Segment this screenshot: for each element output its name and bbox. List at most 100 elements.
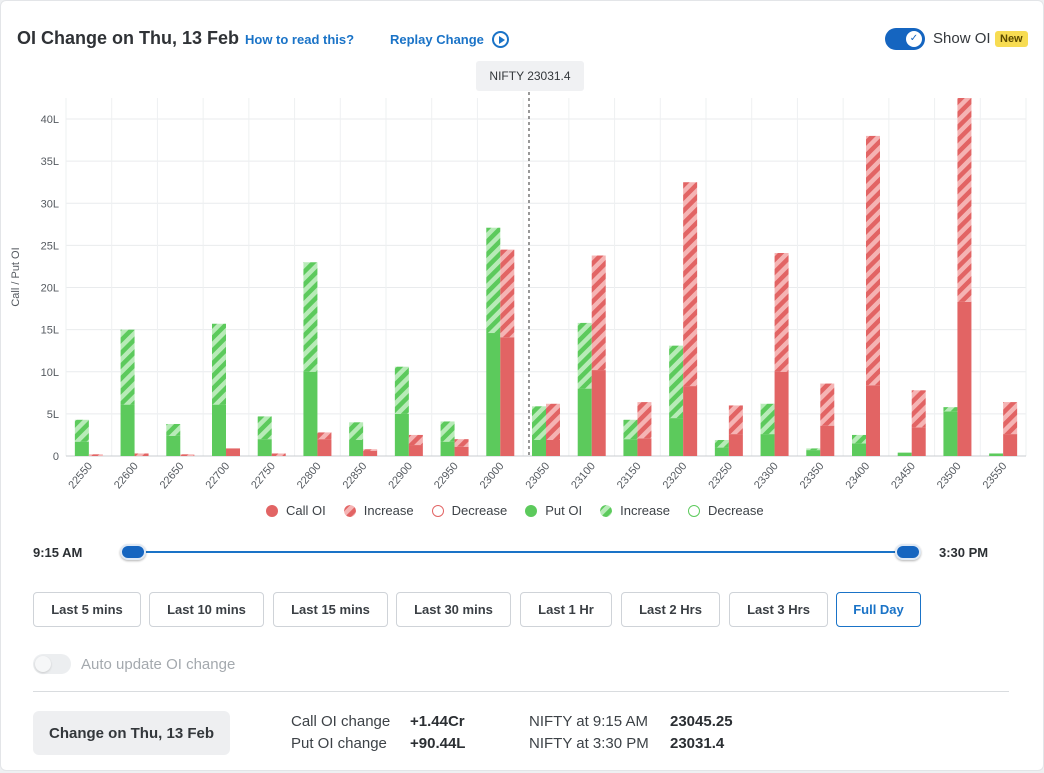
x-tick-label: 22550: [66, 460, 95, 491]
y-tick-label: 35L: [41, 156, 59, 168]
auto-update-label: Auto update OI change: [81, 656, 236, 673]
legend-label: Call OI: [286, 503, 326, 518]
y-tick-label: 30L: [41, 198, 59, 210]
call-increase-bar: [134, 453, 149, 456]
put-increase-bar: [486, 227, 501, 334]
x-tick-label: 23350: [798, 460, 827, 491]
put-oi-bar: [852, 443, 866, 456]
call-oi-bar: [591, 370, 606, 456]
put-oi-bar: [897, 452, 912, 456]
put-increase-bar: [257, 416, 272, 440]
put-increase-bar: [212, 323, 226, 405]
legend-item-put-oi: Put OI: [525, 503, 582, 518]
call-oi-bar: [683, 386, 698, 456]
y-tick-label: 0: [53, 451, 59, 463]
how-to-read-link[interactable]: How to read this?: [245, 32, 355, 47]
put-increase-bar: [394, 366, 409, 414]
last-3-hrs-button[interactable]: Last 3 Hrs: [729, 592, 828, 627]
last-2-hrs-button[interactable]: Last 2 Hrs: [621, 592, 720, 627]
put-increase-bar: [623, 419, 638, 440]
range-end-handle[interactable]: [895, 544, 921, 560]
show-oi-label: Show OI: [933, 30, 991, 47]
put-oi-bar: [166, 435, 181, 456]
footer-divider: [33, 691, 1009, 692]
x-tick-label: 23550: [981, 460, 1010, 491]
y-tick-label: 40L: [41, 114, 59, 126]
last-5-mins-button[interactable]: Last 5 mins: [33, 592, 141, 627]
replay-change-button[interactable]: Replay Change: [390, 31, 509, 48]
put-increase-bar: [532, 406, 546, 440]
call-increase-bar: [820, 383, 835, 426]
last-10-mins-button[interactable]: Last 10 mins: [149, 592, 264, 627]
call-increase-bar: [911, 390, 926, 428]
last-30-mins-button[interactable]: Last 30 mins: [396, 592, 511, 627]
put-oi-bar: [257, 439, 272, 456]
put-increase-bar: [349, 422, 364, 440]
call-increase-bar: [637, 402, 652, 439]
time-range-slider-track[interactable]: [132, 551, 908, 553]
put-oi-bar: [577, 388, 592, 456]
put-oi-bar: [714, 447, 729, 456]
call-increase-bar: [957, 98, 972, 302]
call-increase-bar: [683, 182, 698, 387]
legend-label: Decrease: [707, 503, 764, 518]
show-oi-toggle[interactable]: ✓: [885, 28, 925, 50]
last-1-hr-button[interactable]: Last 1 Hr: [520, 592, 612, 627]
x-tick-label: 23100: [569, 460, 598, 491]
call-oi-bar: [408, 445, 423, 456]
put-oi-bar: [74, 441, 89, 456]
call-increase-bar: [866, 135, 880, 386]
put-increase-swatch: [600, 504, 613, 517]
put-oi-bar: [120, 404, 135, 456]
nifty-end-label: NIFTY at 3:30 PM: [529, 735, 649, 752]
call-increase-bar: [408, 434, 423, 446]
replay-change-label: Replay Change: [390, 32, 484, 47]
put-increase-bar: [669, 345, 684, 419]
put-oi-change-value: +90.44L: [410, 735, 466, 752]
change-date-button[interactable]: Change on Thu, 13 Feb: [33, 711, 230, 755]
put-increase-bar: [440, 421, 455, 442]
call-increase-bar: [591, 255, 606, 371]
x-tick-label: 22600: [112, 460, 141, 491]
put-increase-bar: [303, 262, 318, 372]
call-increase-bar: [317, 432, 332, 440]
play-circle-icon: [491, 31, 509, 48]
put-increase-bar: [714, 439, 729, 448]
full-day-button[interactable]: Full Day: [836, 592, 921, 627]
range-end-time: 3:30 PM: [939, 545, 989, 560]
call-oi-bar: [1003, 434, 1018, 456]
x-tick-label: 23250: [706, 460, 735, 491]
legend-item-call-decrease: Decrease: [431, 503, 507, 518]
y-tick-label: 20L: [41, 283, 59, 295]
call-oi-swatch: [266, 504, 278, 517]
call-oi-bar: [317, 439, 332, 456]
x-tick-label: 22700: [203, 460, 232, 491]
last-15-mins-button[interactable]: Last 15 mins: [273, 592, 388, 627]
legend-item-call-increase: Increase: [343, 503, 414, 518]
call-oi-bar: [454, 446, 469, 456]
y-tick-label: 15L: [41, 325, 59, 337]
spot-label-box: [475, 61, 584, 91]
x-tick-label: 23300: [752, 460, 781, 491]
x-tick-label: 23150: [615, 460, 644, 491]
auto-update-toggle[interactable]: [33, 654, 71, 674]
call-increase-bar: [728, 405, 743, 435]
call-oi-bar: [866, 385, 880, 456]
put-decrease-swatch: [687, 504, 700, 517]
put-oi-bar: [486, 333, 501, 456]
legend-label: Increase: [363, 503, 414, 518]
put-oi-bar: [623, 439, 638, 456]
x-tick-label: 22950: [432, 460, 461, 491]
put-increase-bar: [852, 434, 866, 444]
call-increase-bar: [180, 454, 195, 456]
x-tick-label: 23000: [478, 460, 507, 491]
range-start-time: 9:15 AM: [33, 545, 83, 560]
range-start-handle[interactable]: [120, 544, 146, 560]
y-tick-label: 10L: [41, 367, 59, 379]
new-badge: New: [995, 31, 1028, 47]
put-increase-bar: [577, 322, 592, 389]
put-oi-bar: [943, 411, 958, 456]
x-tick-label: 22900: [386, 460, 415, 491]
call-oi-bar: [911, 427, 926, 456]
x-tick-label: 23500: [935, 460, 964, 491]
